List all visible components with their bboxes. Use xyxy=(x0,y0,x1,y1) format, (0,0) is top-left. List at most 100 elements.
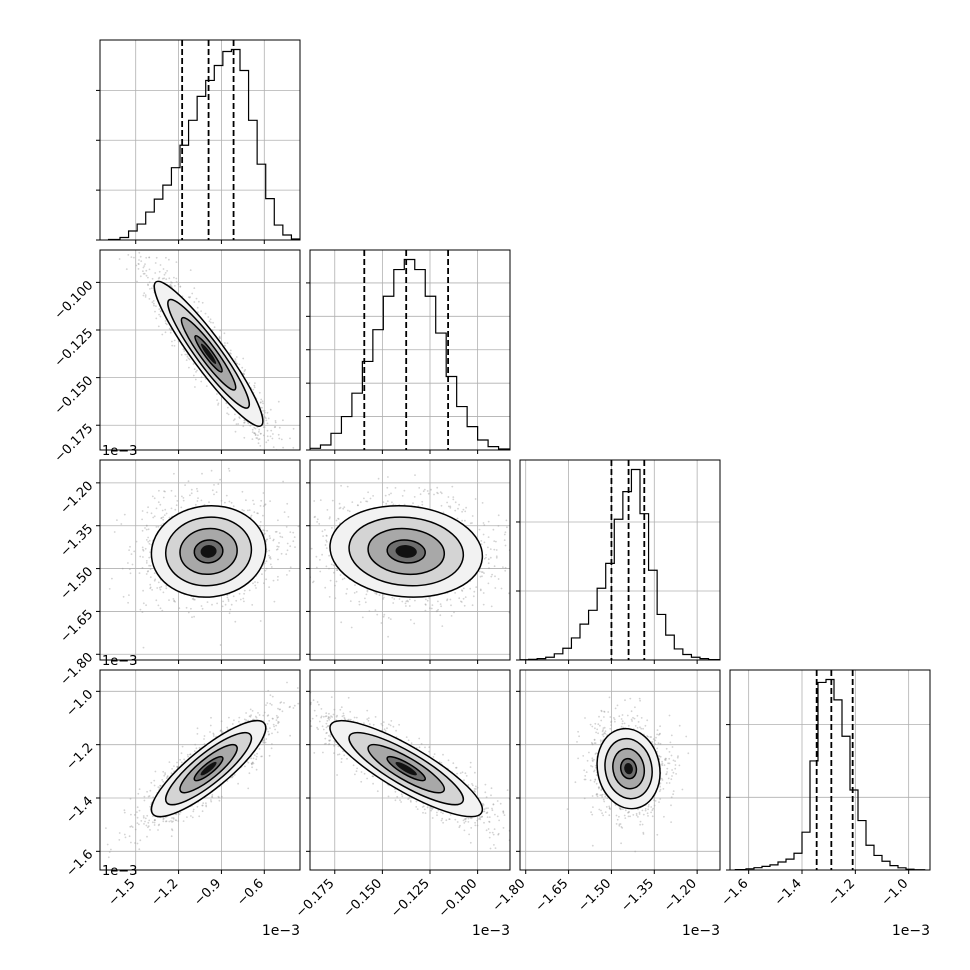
sample-point xyxy=(277,545,280,548)
sample-point xyxy=(478,528,481,531)
sample-point xyxy=(192,374,195,377)
sample-point xyxy=(180,353,183,356)
histogram-step-0 xyxy=(107,48,300,240)
sample-point xyxy=(188,296,191,299)
sample-point xyxy=(355,591,358,593)
sample-point xyxy=(139,255,142,258)
sample-point xyxy=(489,548,492,550)
sample-point xyxy=(146,790,148,793)
sample-point xyxy=(427,492,430,495)
sample-point xyxy=(212,733,215,736)
sample-point xyxy=(316,521,318,523)
sample-point xyxy=(164,816,167,819)
sample-point xyxy=(177,283,180,286)
density-area xyxy=(90,210,300,453)
sample-point xyxy=(185,359,188,361)
sample-point xyxy=(184,484,186,486)
sample-point xyxy=(461,519,463,522)
sample-point xyxy=(289,734,291,737)
sample-point xyxy=(108,588,111,590)
sample-point xyxy=(382,615,385,618)
sample-point xyxy=(248,589,251,592)
contour-3 xyxy=(153,280,264,427)
sample-point xyxy=(436,610,439,613)
sample-point xyxy=(374,609,377,611)
sample-point xyxy=(242,425,245,428)
sample-point xyxy=(413,622,416,625)
sample-point xyxy=(158,270,161,273)
sample-point xyxy=(216,393,218,395)
sample-point xyxy=(493,540,496,542)
sample-point xyxy=(425,598,427,601)
sample-point xyxy=(278,426,281,429)
panel-frame xyxy=(99,459,301,661)
sample-point xyxy=(179,811,182,814)
sample-point xyxy=(250,714,253,717)
ytick-label-1-3: −0.100 xyxy=(52,278,97,323)
sample-point xyxy=(144,547,147,550)
sample-point xyxy=(361,616,364,619)
sample-point xyxy=(218,335,221,338)
sample-point xyxy=(339,506,342,509)
sample-point xyxy=(280,552,283,555)
sample-point xyxy=(383,613,386,616)
sample-point xyxy=(150,287,153,290)
sample-point xyxy=(322,535,324,537)
sample-point xyxy=(142,272,145,275)
sample-point xyxy=(469,522,472,525)
sample-point xyxy=(195,371,197,373)
sample-point xyxy=(268,535,271,537)
sample-point xyxy=(111,577,113,580)
sample-point xyxy=(269,408,272,411)
hist-area xyxy=(520,460,720,660)
sample-point xyxy=(405,600,408,603)
sample-point xyxy=(267,689,270,692)
sample-point xyxy=(279,702,282,704)
sample-point xyxy=(461,590,464,592)
sample-point xyxy=(198,815,201,818)
sample-point xyxy=(238,417,241,419)
sample-point xyxy=(277,451,279,453)
sample-point xyxy=(392,602,395,604)
sample-point xyxy=(129,572,132,575)
sample-point xyxy=(151,301,154,304)
sample-point xyxy=(90,210,92,212)
sample-point xyxy=(292,427,295,430)
sample-point xyxy=(131,563,134,566)
sample-point xyxy=(277,722,279,725)
sample-point xyxy=(145,256,148,259)
sample-point xyxy=(436,491,438,494)
sample-point xyxy=(481,575,483,578)
sample-point xyxy=(277,519,279,522)
sample-point xyxy=(475,586,478,588)
sample-point xyxy=(253,503,255,505)
sample-point xyxy=(128,835,131,838)
sample-point xyxy=(456,517,459,520)
sample-point xyxy=(217,402,220,405)
contour-2 xyxy=(164,516,253,587)
sample-point xyxy=(154,770,157,773)
sample-point xyxy=(511,592,513,594)
sample-point xyxy=(186,355,189,358)
sample-point xyxy=(377,477,380,480)
sample-point xyxy=(170,489,173,492)
sample-point xyxy=(341,578,344,581)
sample-point xyxy=(147,536,149,539)
sample-point xyxy=(175,280,178,283)
sample-point xyxy=(380,622,383,624)
sample-point xyxy=(366,590,369,593)
sample-point xyxy=(483,524,486,526)
sample-point xyxy=(325,540,328,543)
sample-point xyxy=(120,523,123,525)
sample-point xyxy=(472,595,475,598)
sample-point xyxy=(358,600,361,603)
sample-point xyxy=(189,296,191,298)
sample-point xyxy=(213,484,215,486)
sample-point xyxy=(274,421,277,424)
contour-1 xyxy=(367,527,446,576)
sample-point xyxy=(155,507,158,510)
sample-point xyxy=(183,758,185,761)
sample-point xyxy=(158,308,161,310)
sample-point xyxy=(127,254,130,256)
